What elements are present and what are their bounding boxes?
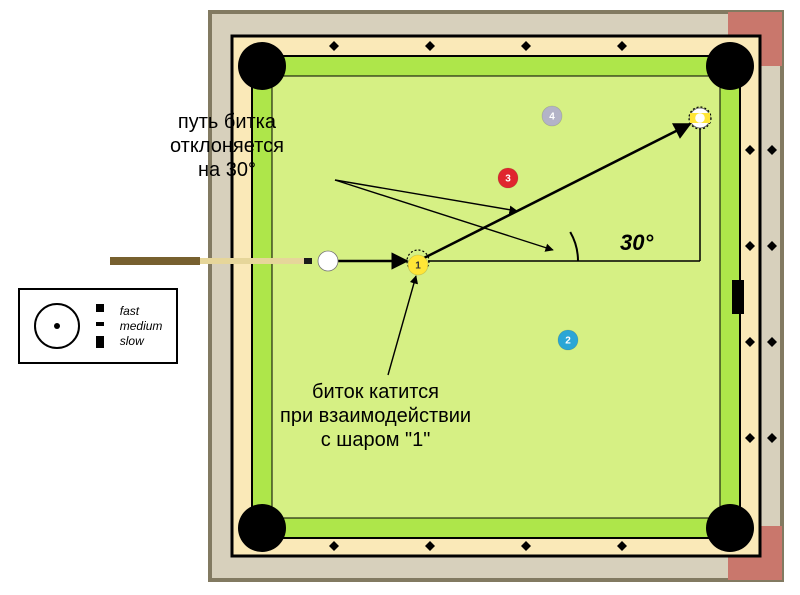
- speed-indicator-box: fastmediumslow: [18, 288, 178, 364]
- ball-9: 9: [690, 108, 710, 128]
- pocket-side-right: [732, 280, 744, 314]
- pocket-corner_tl: [238, 42, 286, 90]
- svg-text:4: 4: [549, 112, 555, 123]
- ball-2: 2: [558, 330, 578, 350]
- pocket-corner_tr: [706, 42, 754, 90]
- speed-bar-0: [96, 304, 104, 312]
- pocket-corner_bl: [238, 504, 286, 552]
- speed-scale: [95, 304, 105, 348]
- annotation-rolling: биток катится при взаимодействии с шаром…: [280, 380, 471, 452]
- svg-text:9: 9: [697, 114, 703, 125]
- speed-bar-2: [96, 336, 104, 348]
- speed-label: slow: [120, 334, 163, 349]
- angle-label: 30°: [620, 230, 653, 256]
- cue-shaft: [200, 258, 304, 264]
- cue-tip: [304, 258, 312, 264]
- speed-labels: fastmediumslow: [120, 304, 163, 349]
- speed-label: fast: [120, 304, 163, 319]
- svg-text:1: 1: [415, 261, 421, 272]
- diagram-root: 1 2 3 4 9 путь битка отклоняется на 30° бито…: [0, 0, 800, 590]
- cue-butt: [110, 257, 200, 265]
- speed-bar-1: [96, 322, 104, 326]
- ball-1: 1: [408, 255, 428, 275]
- ball-4: 4: [542, 106, 562, 126]
- pocket-corner_br: [706, 504, 754, 552]
- ball-3: 3: [498, 168, 518, 188]
- svg-text:3: 3: [505, 174, 511, 185]
- cue-ball-hit-point-icon: [34, 303, 80, 349]
- cue-ball: [318, 251, 338, 271]
- svg-text:2: 2: [565, 336, 571, 347]
- annotation-deflection: путь битка отклоняется на 30°: [170, 110, 284, 182]
- hit-point-dot: [54, 323, 60, 329]
- speed-label: medium: [120, 319, 163, 334]
